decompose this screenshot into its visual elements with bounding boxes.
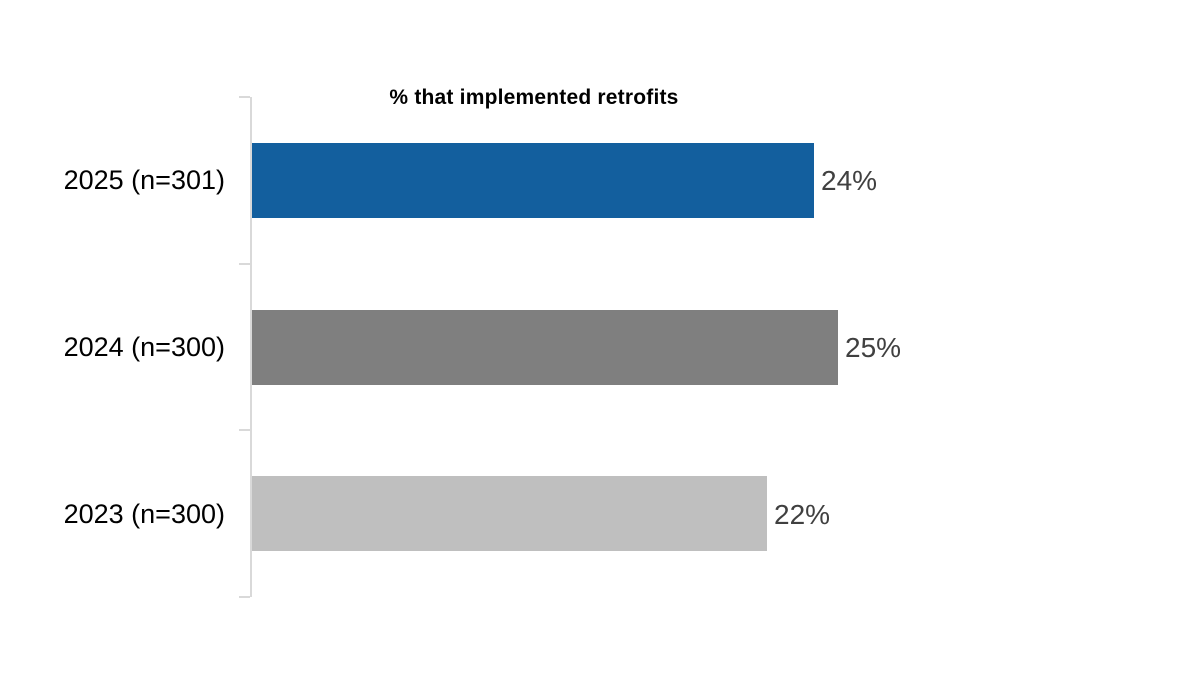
chart-title: % that implemented retrofits (389, 86, 679, 109)
value-label: 22% (774, 498, 831, 530)
bar-2024 (252, 309, 838, 385)
bar-2025 (252, 142, 814, 218)
axis-tick (239, 262, 250, 265)
category-label: 2024 (n=300) (63, 332, 225, 362)
y-axis-line (250, 97, 252, 597)
bar-2023 (252, 476, 767, 552)
category-label: 2023 (n=300) (63, 498, 225, 529)
value-label: 25% (845, 332, 902, 363)
category-label: 2025 (n=301) (63, 165, 225, 196)
axis-tick (239, 596, 250, 598)
value-label: 24% (821, 165, 878, 197)
axis-tick (239, 96, 250, 98)
axis-tick (239, 429, 250, 432)
